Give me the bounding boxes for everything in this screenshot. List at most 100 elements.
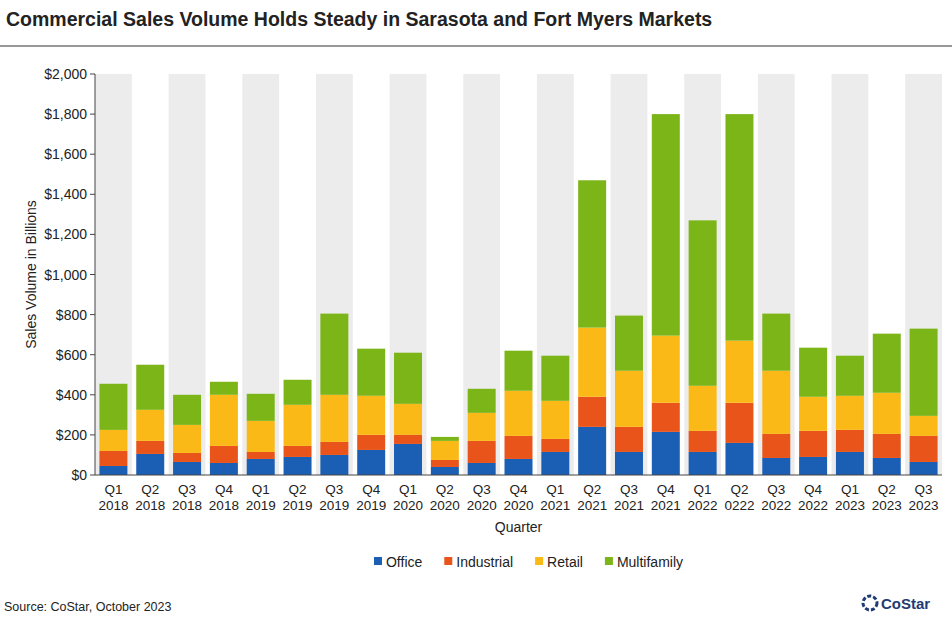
y-axis	[95, 74, 96, 475]
y-tick-label: $600	[56, 347, 87, 363]
x-tick-label-line: 2019	[319, 498, 349, 513]
x-tick-label: Q42020	[503, 482, 533, 513]
bar-segment	[173, 395, 201, 425]
bar-segment	[320, 395, 348, 442]
x-tick-label: Q22020	[430, 482, 460, 513]
x-tick-label-line: 2019	[356, 498, 386, 513]
bar-segment	[762, 458, 790, 475]
x-tick-label-line: 2021	[577, 498, 607, 513]
x-tick-label-line: Q1	[252, 482, 270, 497]
x-tick-label: Q32019	[319, 482, 349, 513]
x-tick-label: Q12019	[246, 482, 276, 513]
x-tick-label-line: Q2	[583, 482, 601, 497]
band	[463, 74, 500, 475]
x-tick-label-line: 2022	[761, 498, 791, 513]
y-tick-label: $400	[56, 387, 87, 403]
bar-segment	[284, 446, 312, 457]
x-tick-label-line: 2018	[98, 498, 128, 513]
title: Commercial Sales Volume Holds Steady in …	[6, 8, 712, 30]
bar-segment	[762, 371, 790, 434]
x-tick-label-line: 2018	[209, 498, 239, 513]
band	[684, 74, 721, 475]
bar-segment	[505, 351, 533, 391]
x-tick-label-line: Q4	[215, 482, 234, 497]
band	[905, 74, 942, 475]
bar-segment	[210, 395, 238, 446]
bar-segment	[173, 453, 201, 462]
x-tick-label-line: 2023	[872, 498, 902, 513]
bar-segment	[468, 463, 496, 475]
y-tick	[90, 475, 95, 476]
bar-segment	[689, 386, 717, 431]
bar-segment	[725, 341, 753, 403]
x-tick-label: Q42022	[798, 482, 828, 513]
bar-segment	[652, 403, 680, 432]
bar-segment	[836, 356, 864, 396]
bar-segment	[247, 452, 275, 459]
x-tick-label-line: Q2	[436, 482, 454, 497]
x-tick-label: Q22018	[135, 482, 165, 513]
bar-segment	[910, 329, 938, 416]
legend-label: Retail	[547, 554, 583, 570]
x-tick-label: Q22021	[577, 482, 607, 513]
bar-segment	[615, 427, 643, 452]
legend-label: Industrial	[456, 554, 513, 570]
bar-segment	[615, 452, 643, 475]
band	[390, 74, 427, 475]
x-tick-label: Q12023	[835, 482, 865, 513]
y-tick-label: $1,400	[44, 186, 87, 202]
y-tick	[90, 114, 95, 115]
bar-segment	[394, 444, 422, 475]
x-tick-label-line: Q2	[878, 482, 896, 497]
y-tick	[90, 154, 95, 155]
x-tick-label-line: 0222	[724, 498, 754, 513]
bar-segment	[468, 389, 496, 413]
legend: OfficeIndustrialRetailMultifamily	[374, 554, 683, 570]
bar-segment	[578, 328, 606, 397]
x-tick-label-line: Q1	[399, 482, 417, 497]
bar-segment	[873, 393, 901, 434]
bar-segment	[136, 365, 164, 410]
bar-segment	[431, 460, 459, 467]
x-tick-label: Q42018	[209, 482, 239, 513]
x-tick-label-line: Q3	[325, 482, 343, 497]
bar-segment	[394, 435, 422, 444]
x-tick-label: Q32018	[172, 482, 202, 513]
bar-segment	[210, 382, 238, 395]
band	[316, 74, 353, 475]
x-tick-label-line: Q3	[178, 482, 196, 497]
legend-label: Office	[386, 554, 423, 570]
bar-segment	[284, 380, 312, 405]
bars	[99, 114, 937, 475]
bar-segment	[99, 466, 127, 475]
bar-segment	[247, 459, 275, 475]
bar-segment	[578, 397, 606, 427]
bar-segment	[873, 458, 901, 475]
bar-segment	[799, 397, 827, 431]
y-tick-label: $2,000	[44, 66, 87, 82]
bar-segment	[431, 467, 459, 475]
bar-segment	[762, 434, 790, 458]
bar-segment	[836, 396, 864, 430]
y-tick-label: $1,000	[44, 267, 87, 283]
bar-segment	[799, 431, 827, 457]
bar-segment	[357, 396, 385, 435]
x-tick-label-line: Q2	[141, 482, 159, 497]
x-tick-label-line: 2019	[283, 498, 313, 513]
bar-segment	[725, 403, 753, 443]
bar-segment	[689, 431, 717, 452]
y-tick-label: $200	[56, 427, 87, 443]
bar-segment	[394, 353, 422, 404]
bar-segment	[725, 443, 753, 475]
bar-segment	[541, 356, 569, 401]
bar-segment	[468, 413, 496, 441]
bar-segment	[541, 452, 569, 475]
bar-segment	[836, 430, 864, 452]
x-tick-label-line: Q3	[473, 482, 491, 497]
x-tick-label-line: 2020	[430, 498, 460, 513]
bar-segment	[762, 314, 790, 371]
bar-segment	[689, 452, 717, 475]
x-tick-label-line: Q3	[620, 482, 638, 497]
band	[169, 74, 206, 475]
bar-segment	[578, 180, 606, 327]
